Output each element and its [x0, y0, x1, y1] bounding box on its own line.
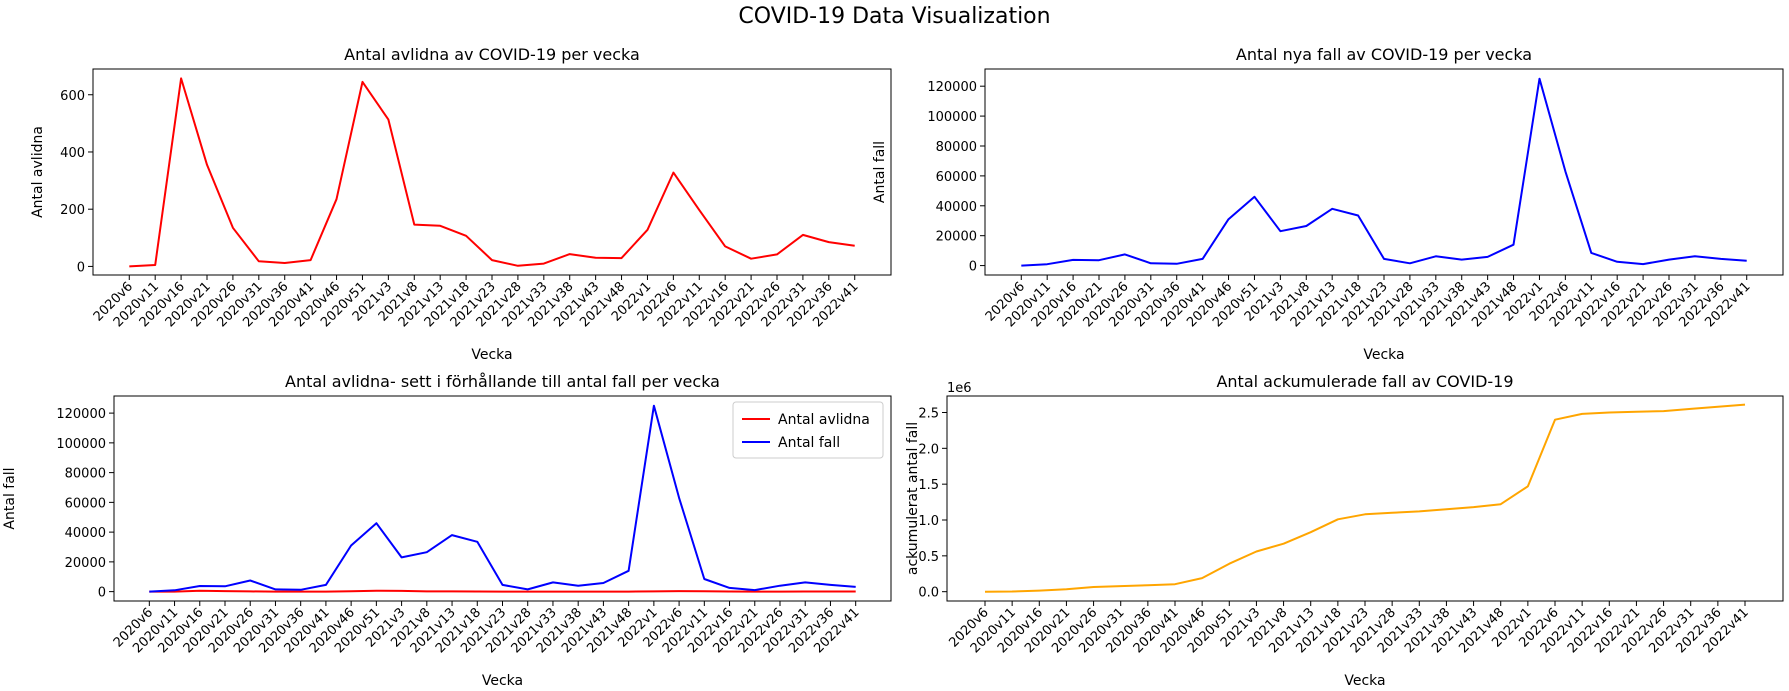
x-axis-label: Vecka [482, 673, 523, 689]
y-tick-label: 100000 [927, 110, 977, 125]
y-tick-label: 2.5 [918, 406, 939, 421]
legend-box [732, 401, 884, 459]
subplot-title: Antal avlidna av COVID-19 per vecka [344, 45, 640, 64]
y-tick-label: 40000 [936, 200, 977, 215]
y-tick-label: 200 [60, 203, 85, 218]
y-tick-label: 80000 [65, 467, 106, 482]
y-tick-label: 40000 [65, 526, 106, 541]
figure-title: COVID-19 Data Visualization [738, 4, 1051, 29]
subplot-title: Antal avlidna- sett i förhållande till a… [285, 372, 720, 391]
y-axis-label: Antal fall [2, 467, 18, 529]
plot-frame [92, 68, 892, 276]
series-line-1 [149, 589, 856, 593]
x-axis-label: Vecka [1363, 347, 1404, 363]
y-offset-label: 1e6 [947, 381, 972, 396]
y-axis-label: ackumulerat antal fall [905, 422, 921, 575]
y-tick-label: 0 [77, 260, 85, 275]
series-line-1 [984, 403, 1746, 593]
y-tick-label: 400 [60, 146, 85, 161]
y-tick-label: 60000 [65, 496, 106, 511]
y-tick-label: 2.0 [918, 442, 939, 457]
y-tick-label: 0 [98, 586, 106, 601]
series-line-1 [1021, 77, 1747, 267]
y-tick-label: 0 [969, 260, 977, 275]
y-tick-label: 120000 [927, 80, 977, 95]
x-axis-label: Vecka [471, 347, 512, 363]
legend-label-1: Antal avlidna [778, 412, 870, 428]
y-tick-label: 1.0 [918, 514, 939, 529]
series-line-2 [149, 404, 856, 593]
y-tick-label: 120000 [56, 407, 106, 422]
y-tick-label: 100000 [56, 437, 106, 452]
y-tick-label: 20000 [936, 230, 977, 245]
plot-frame [984, 68, 1784, 276]
y-tick-label: 20000 [65, 556, 106, 571]
y-tick-label: 1.5 [918, 478, 939, 493]
subplot-title: Antal nya fall av COVID-19 per vecka [1236, 45, 1532, 64]
series-line-1 [129, 77, 855, 268]
y-tick-label: 80000 [936, 140, 977, 155]
y-tick-label: 60000 [936, 170, 977, 185]
y-tick-label: 0.0 [918, 586, 939, 601]
subplot-title: Antal ackumulerade fall av COVID-19 [1216, 372, 1513, 391]
y-tick-label: 600 [60, 89, 85, 104]
y-axis-label: Antal fall [872, 141, 888, 203]
plot-frame [946, 395, 1784, 602]
legend-label-2: Antal fall [778, 435, 840, 451]
y-axis-label: Antal avlidna [30, 126, 46, 218]
x-axis-label: Vecka [1344, 673, 1385, 689]
y-tick-label: 0.5 [918, 550, 939, 565]
